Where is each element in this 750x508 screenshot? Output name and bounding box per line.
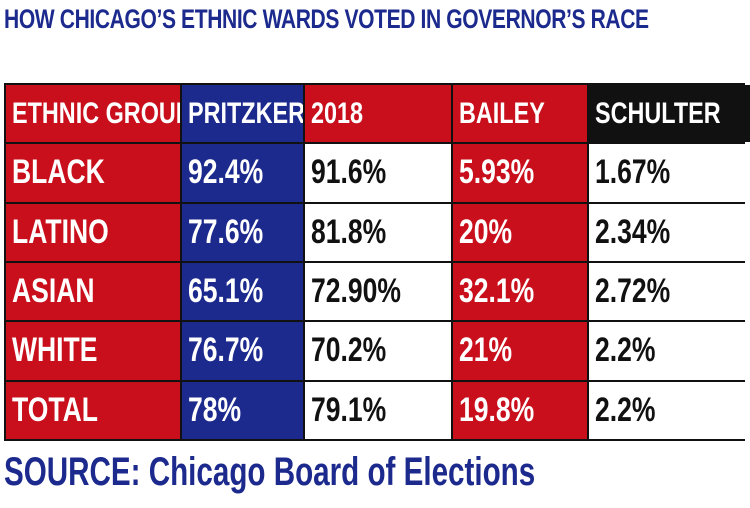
cell-value: LATINO <box>12 212 109 251</box>
table-cell-pritzker: 65.1% <box>182 262 303 321</box>
cell-value: 32.1% <box>459 272 535 311</box>
cell-value: 79.1% <box>311 390 387 429</box>
cell-value: 2.72% <box>595 272 671 311</box>
table-cell-bailey: 5.93% <box>453 144 587 202</box>
table-cell-2018: 81.8% <box>305 203 451 261</box>
header-label: PRITZKER <box>188 96 303 130</box>
header-label: 2018 <box>311 96 364 130</box>
cell-value: 19.8% <box>459 390 535 429</box>
cell-value: 81.8% <box>311 212 387 251</box>
page-title: HOW CHICAGO’S ETHNIC WARDS VOTED IN GOVE… <box>4 4 649 34</box>
cell-value: ASIAN <box>12 272 95 311</box>
row-label: TOTAL <box>6 381 180 439</box>
table-cell-pritzker: 76.7% <box>182 322 303 380</box>
table-cell-bailey: 19.8% <box>453 381 587 439</box>
table-cell-schulter: 1.67% <box>589 144 750 202</box>
cell-value: 72.90% <box>311 272 401 311</box>
row-label: LATINO <box>6 203 180 261</box>
cell-value: 78% <box>188 390 242 429</box>
table-cell-pritzker: 77.6% <box>182 203 303 261</box>
header-label: ETHNIC GROUP <box>12 96 180 130</box>
cell-value: 2.34% <box>595 212 671 251</box>
cell-value: 91.6% <box>311 153 387 192</box>
table-cell-bailey: 20% <box>453 203 587 261</box>
header-label: SCHULTER <box>595 96 721 130</box>
results-table: ETHNIC GROUP PRITZKER 2018 BAILEY SCHULTER BL… <box>4 83 750 441</box>
cell-value: 2.2% <box>595 390 656 429</box>
header-ethnic-group: ETHNIC GROUP <box>6 85 180 143</box>
table-cell-schulter: 2.72% <box>589 262 750 321</box>
row-label: ASIAN <box>6 262 180 321</box>
cell-value: 65.1% <box>188 272 264 311</box>
source-note: SOURCE: Chicago Board of Elections <box>4 450 536 494</box>
cell-value: 76.7% <box>188 331 264 370</box>
cell-value: TOTAL <box>12 390 98 429</box>
row-label: WHITE <box>6 322 180 380</box>
cell-value: 1.67% <box>595 153 671 192</box>
table-cell-2018: 72.90% <box>305 262 451 321</box>
header-label: BAILEY <box>459 96 545 130</box>
table-cell-schulter: 2.2% <box>589 322 750 380</box>
cell-value: 20% <box>459 212 513 251</box>
cell-value: 70.2% <box>311 331 387 370</box>
table-cell-2018: 70.2% <box>305 322 451 380</box>
cell-value: 77.6% <box>188 212 264 251</box>
table-cell-2018: 91.6% <box>305 144 451 202</box>
cell-value: 2.2% <box>595 331 656 370</box>
table-cell-schulter: 2.34% <box>589 203 750 261</box>
table-cell-bailey: 21% <box>453 322 587 380</box>
header-2018: 2018 <box>305 85 451 143</box>
table-cell-pritzker: 92.4% <box>182 144 303 202</box>
header-pritzker: PRITZKER <box>182 85 303 143</box>
row-label: BLACK <box>6 144 180 202</box>
table-cell-2018: 79.1% <box>305 381 451 439</box>
cell-value: WHITE <box>12 331 98 370</box>
header-bailey: BAILEY <box>453 85 587 143</box>
cell-value: 92.4% <box>188 153 264 192</box>
table-cell-pritzker: 78% <box>182 381 303 439</box>
cell-value: BLACK <box>12 153 105 192</box>
table-cell-bailey: 32.1% <box>453 262 587 321</box>
header-schulter: SCHULTER <box>589 85 750 143</box>
table-cell-schulter: 2.2% <box>589 381 750 439</box>
cell-value: 21% <box>459 331 513 370</box>
cell-value: 5.93% <box>459 153 535 192</box>
